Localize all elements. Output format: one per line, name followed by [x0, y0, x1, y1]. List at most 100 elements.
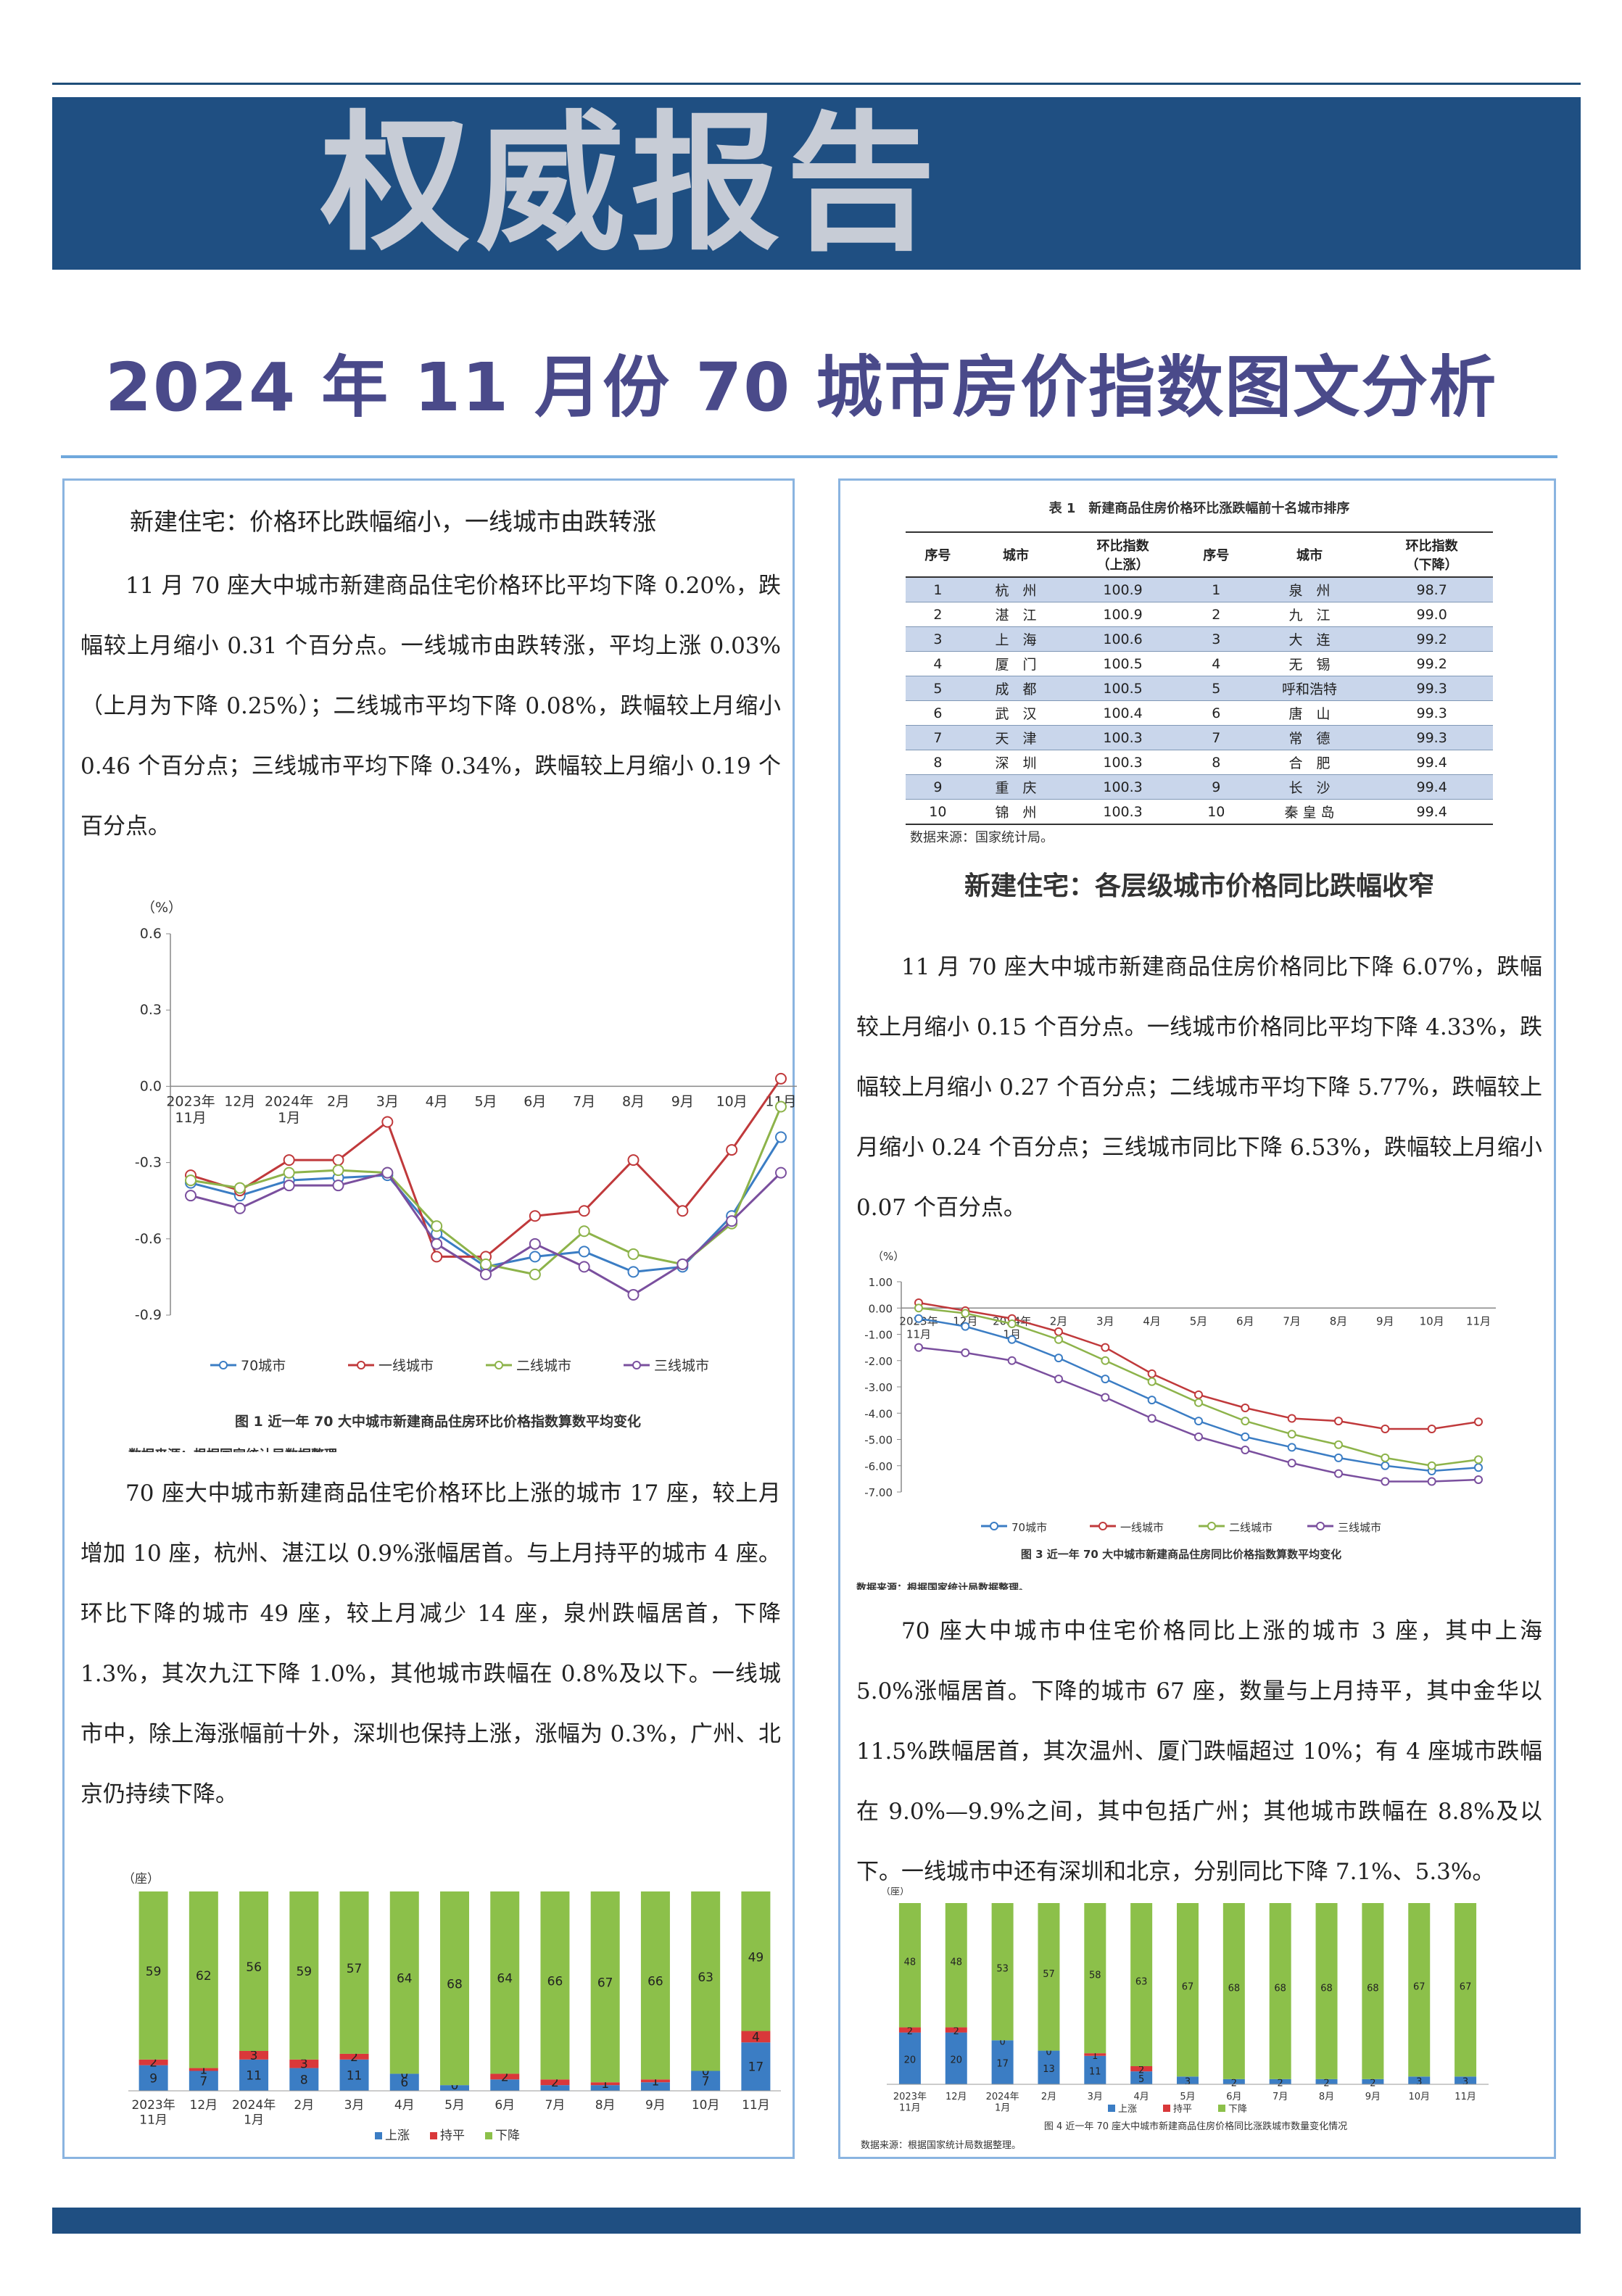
- x-tick-label: 2月: [1041, 2092, 1056, 2102]
- table-cell: 100.3: [1062, 799, 1184, 825]
- bar-segment: [389, 2073, 419, 2091]
- left-section-heading: 新建住宅：价格环比跌幅缩小，一线城市由跌转涨: [130, 507, 656, 536]
- chart-caption: 图 4 近一年 70 座大中城市新建商品住房价格同比涨跌城市数量变化情况: [1044, 2121, 1347, 2132]
- table-cell: 上 海: [969, 626, 1062, 652]
- table-cell: 唐 山: [1248, 700, 1371, 726]
- x-tick-label: 11月: [742, 2098, 770, 2113]
- bar-label: 2: [551, 2076, 559, 2090]
- data-point: [578, 1225, 590, 1238]
- bar-label: 68: [1274, 1983, 1286, 1994]
- data-point: [1101, 1356, 1110, 1365]
- table-cell: 9: [906, 774, 970, 800]
- data-point: [1474, 1417, 1483, 1427]
- bar-label: 11: [1089, 2066, 1101, 2077]
- bar-segment: [1130, 2066, 1153, 2072]
- bar-label: 6: [400, 2076, 408, 2090]
- bar-label: 8: [300, 2073, 308, 2087]
- y-axis-unit: （座）: [881, 1887, 909, 1897]
- x-tick-label: 3月: [344, 2098, 365, 2113]
- data-point: [1474, 1463, 1483, 1472]
- table-cell: 99.4: [1370, 750, 1493, 775]
- y-tick-label: 1.00: [869, 1276, 893, 1289]
- bar-segment: [138, 1891, 168, 2060]
- x-tick-label: 8月: [1319, 2092, 1334, 2102]
- table-cell: 98.7: [1370, 577, 1493, 602]
- left-paragraph-2: 70 座大中城市新建商品住宅价格环比上涨的城市 17 座，较上月增加 10 座，…: [80, 1480, 781, 1807]
- table-cell: 天 津: [969, 725, 1062, 750]
- table-cell: 10: [1183, 799, 1249, 825]
- y-tick-label: -6.00: [864, 1460, 893, 1473]
- bar-label: 48: [950, 1957, 962, 1968]
- x-tick-label: 12月: [224, 1093, 255, 1109]
- bar-segment: [1222, 2079, 1245, 2084]
- table-caption: 表 1 新建商品住房价格环比涨跌幅前十名城市排序: [1048, 501, 1350, 516]
- bar-segment: [1084, 2053, 1106, 2056]
- data-point: [1147, 1369, 1156, 1378]
- table-cell: 无 锡: [1248, 651, 1371, 676]
- data-point: [676, 1205, 689, 1217]
- table-cell: 合 肥: [1248, 750, 1371, 775]
- bar-segment: [590, 2082, 620, 2086]
- bar-segment: [590, 2085, 620, 2091]
- data-point: [431, 1238, 443, 1250]
- bar-segment: [590, 1891, 620, 2083]
- table-cell: 常 德: [1248, 725, 1371, 750]
- x-tick-label: 12月: [953, 1314, 977, 1327]
- table-header-cell: 城市: [969, 531, 1062, 578]
- bar-label: 0: [400, 2067, 408, 2081]
- bar-segment: [239, 1891, 269, 2051]
- legend-marker: [1207, 1522, 1216, 1530]
- y-tick-label: -3.00: [864, 1381, 893, 1394]
- table-header-cell: 环比指数 （下降）: [1370, 531, 1493, 578]
- data-point: [1101, 1375, 1110, 1384]
- bar-label: 3: [250, 2049, 258, 2063]
- data-point: [233, 1182, 246, 1194]
- data-point: [775, 1072, 787, 1085]
- bar-segment: [1362, 2079, 1384, 2084]
- data-point: [1241, 1432, 1250, 1441]
- bar-segment: [1177, 1903, 1199, 2077]
- legend-swatch: [1163, 2105, 1170, 2112]
- data-point: [578, 1246, 590, 1258]
- bar-label: 59: [146, 1965, 162, 1979]
- y-tick-label: -1.00: [864, 1329, 893, 1342]
- data-point: [914, 1314, 923, 1323]
- x-tick-label: 2月: [327, 1093, 349, 1109]
- x-tick-label: 10月: [1420, 1314, 1444, 1327]
- data-point: [676, 1258, 689, 1270]
- right-panel: 表 1 新建商品住房价格环比涨跌幅前十名城市排序 序号 城市 环比指数 （上涨） 序号城…: [838, 478, 1556, 2159]
- bar-segment: [991, 1903, 1014, 2041]
- data-point: [1474, 1455, 1483, 1464]
- y-tick-label: -0.6: [135, 1231, 162, 1247]
- table-cell: 5: [906, 676, 970, 701]
- bar-label: 66: [647, 1975, 663, 1989]
- data-point: [1054, 1354, 1063, 1363]
- bar-segment: [945, 2032, 967, 2084]
- data-point: [480, 1258, 492, 1270]
- bar-label: 2: [1370, 2078, 1375, 2089]
- legend-marker: [990, 1522, 998, 1530]
- table-cell: 泉 州: [1248, 577, 1371, 602]
- data-point: [961, 1322, 970, 1331]
- data-point: [1054, 1327, 1063, 1336]
- bar-segment: [440, 2085, 469, 2091]
- chart-source: 数据来源：根据国家统计局数据整理。: [856, 1582, 1029, 1590]
- data-point: [627, 1266, 640, 1278]
- bar-label: 1: [601, 2077, 609, 2092]
- data-point: [1054, 1375, 1063, 1384]
- legend-swatch: [430, 2132, 437, 2139]
- bar-label: 7: [199, 2074, 207, 2089]
- data-point: [381, 1116, 394, 1128]
- y-tick-label: -4.00: [864, 1407, 893, 1420]
- bar-label: 2: [1278, 2078, 1283, 2089]
- bar-segment: [490, 2079, 520, 2091]
- data-point: [914, 1304, 923, 1313]
- x-tick-label: 7月: [1283, 1314, 1301, 1327]
- table-cell: 大 连: [1248, 626, 1371, 652]
- x-tick-label: 10月: [1408, 2092, 1430, 2102]
- legend-label: 上涨: [385, 2129, 410, 2143]
- x-tick-label: 4月: [426, 1093, 448, 1109]
